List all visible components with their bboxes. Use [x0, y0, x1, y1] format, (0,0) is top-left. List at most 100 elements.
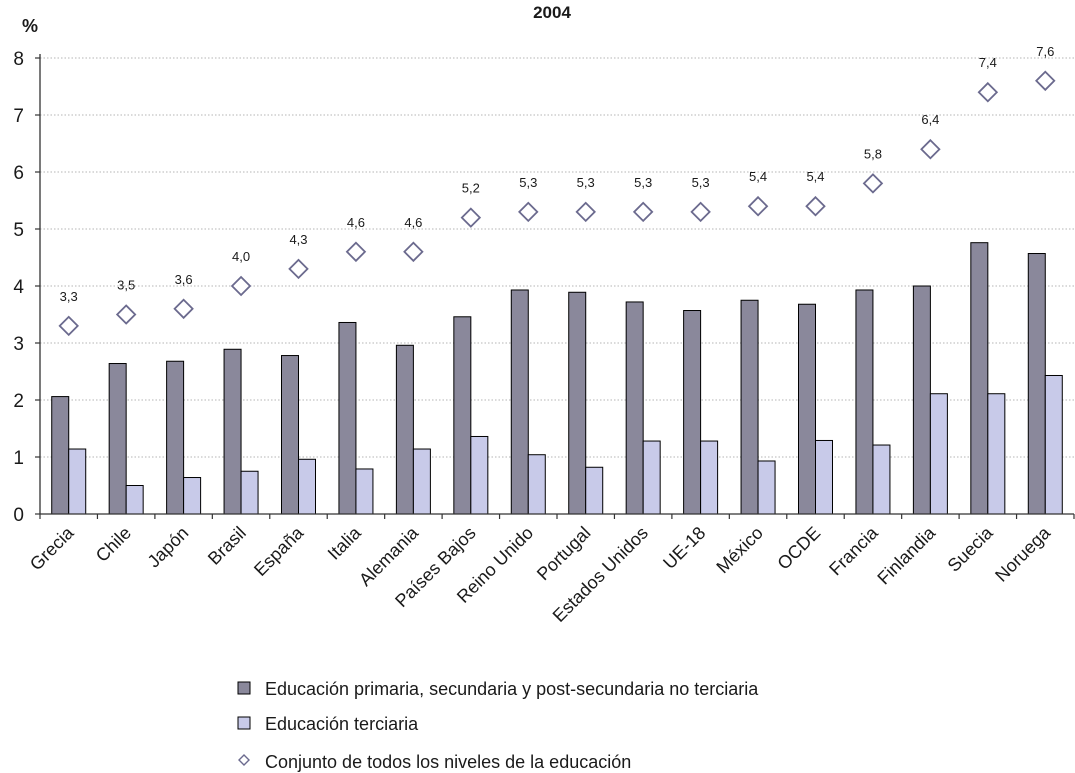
x-category-label: Chile: [92, 523, 135, 566]
bar-primary-secondary: [740, 299, 759, 515]
bar-primary-secondary: [108, 363, 127, 515]
total-diamond-marker: [920, 138, 941, 160]
bar-tertiary: [240, 470, 259, 515]
bar-tertiary: [987, 393, 1006, 515]
total-data-label: 6,4: [921, 112, 939, 127]
total-diamond-marker: [518, 201, 539, 223]
total-diamond-marker: [173, 298, 194, 320]
total-data-label: 5,3: [692, 175, 710, 190]
x-category-label: Japón: [144, 523, 193, 572]
bar-primary-secondary: [453, 316, 472, 515]
total-data-label: 7,4: [979, 55, 997, 70]
bar-tertiary: [929, 393, 948, 515]
total-data-label: 7,6: [1036, 44, 1054, 59]
bar-primary-secondary: [51, 396, 70, 515]
x-axis-category-labels: Grecia Chile Japón Brasil España ItaliaAleman…: [26, 522, 1055, 626]
legend-diamond-icon: [238, 754, 250, 766]
legend-label: Educación primaria, secundaria y post-se…: [265, 679, 759, 699]
bar-tertiary: [527, 454, 546, 515]
total-data-label: 3,6: [175, 272, 193, 287]
bar-primary-secondary: [683, 310, 702, 515]
bar-tertiary: [872, 444, 891, 515]
y-tick-label: 0: [13, 505, 24, 526]
bar-tertiary: [298, 458, 316, 515]
bar-primary-secondary: [912, 285, 931, 515]
bar-primary-secondary: [281, 355, 299, 515]
bar-tertiary: [1044, 374, 1063, 515]
total-data-label: 4,6: [404, 215, 422, 230]
y-tick-label: 2: [13, 391, 24, 412]
x-category-label: OCDE: [773, 523, 824, 574]
bar-primary-secondary: [223, 348, 242, 515]
bar-primary-secondary: [166, 360, 185, 515]
gridlines: [40, 57, 1074, 458]
legend-swatch-tertiary: [237, 716, 251, 730]
bar-primary-secondary: [855, 289, 874, 515]
x-category-label: Finlandia: [873, 522, 939, 588]
total-data-label: 5,4: [749, 169, 767, 184]
total-data-label: 4,0: [232, 249, 250, 264]
bars: [51, 242, 1063, 515]
chart-title: 2004: [533, 3, 571, 22]
total-diamond-marker: [805, 195, 826, 217]
bar-tertiary: [585, 466, 604, 515]
x-category-label: Suecia: [944, 522, 998, 576]
bar-tertiary: [815, 439, 833, 515]
bar-tertiary: [642, 440, 661, 515]
x-category-label: Francia: [825, 522, 882, 579]
bar-tertiary: [412, 448, 431, 515]
total-diamond-marker: [288, 258, 309, 280]
y-tick-label: 5: [13, 220, 24, 241]
y-tick-label: 1: [13, 448, 24, 469]
bar-primary-secondary: [970, 242, 989, 515]
x-category-label: UE-18: [659, 523, 709, 573]
total-diamond-marker: [230, 275, 252, 297]
total-diamond-marker: [345, 241, 367, 263]
x-category-label: Brasil: [204, 523, 250, 569]
bar-primary-secondary: [625, 301, 644, 515]
legend-label: Educación terciaria: [265, 714, 419, 734]
total-diamond-marker: [575, 201, 596, 223]
y-axis-unit-label: %: [22, 16, 38, 36]
x-category-label: España: [250, 522, 308, 580]
y-tick-label: 8: [13, 49, 24, 70]
bar-tertiary: [355, 468, 374, 515]
total-data-label: 5,2: [462, 181, 480, 196]
bar-primary-secondary: [1027, 253, 1046, 515]
y-tick-label: 4: [13, 277, 24, 298]
y-tick-label: 6: [13, 163, 24, 184]
total-diamond-marker: [632, 201, 654, 223]
total-diamond-marker: [747, 195, 769, 217]
y-tick-label: 7: [13, 106, 24, 127]
total-data-label: 5,3: [519, 175, 537, 190]
bar-tertiary: [757, 460, 776, 515]
x-category-label: Italia: [324, 522, 366, 564]
total-data-label: 4,3: [289, 232, 307, 247]
bar-tertiary: [700, 440, 719, 515]
bar-primary-secondary: [568, 291, 587, 515]
bar-primary-secondary: [338, 321, 357, 515]
total-diamond-marker: [403, 241, 424, 263]
bar-primary-secondary: [798, 303, 816, 515]
x-category-label: México: [712, 523, 766, 577]
total-diamond-marker: [115, 304, 137, 325]
total-data-label: 3,5: [117, 278, 135, 293]
bar-primary-secondary: [510, 289, 529, 515]
total-diamond-marker: [58, 315, 79, 337]
total-data-label: 5,4: [806, 169, 824, 184]
total-data-label: 5,8: [864, 146, 882, 161]
total-data-label: 5,3: [634, 175, 652, 190]
total-data-label: 5,3: [577, 175, 595, 190]
total-diamond-marker: [862, 173, 884, 194]
y-axis-ticks: 0 1 2 3 4 5 6 7 8: [13, 49, 40, 526]
total-diamond-marker: [690, 201, 711, 223]
legend: Educación primaria, secundaria y post-se…: [237, 679, 759, 772]
bar-tertiary: [183, 477, 202, 515]
total-data-label: 4,6: [347, 215, 365, 230]
y-tick-label: 3: [13, 334, 24, 355]
bar-tertiary: [125, 485, 144, 515]
bar-tertiary: [470, 435, 489, 515]
total-data-label: 3,3: [60, 289, 78, 304]
total-diamond-marker: [1035, 70, 1056, 92]
